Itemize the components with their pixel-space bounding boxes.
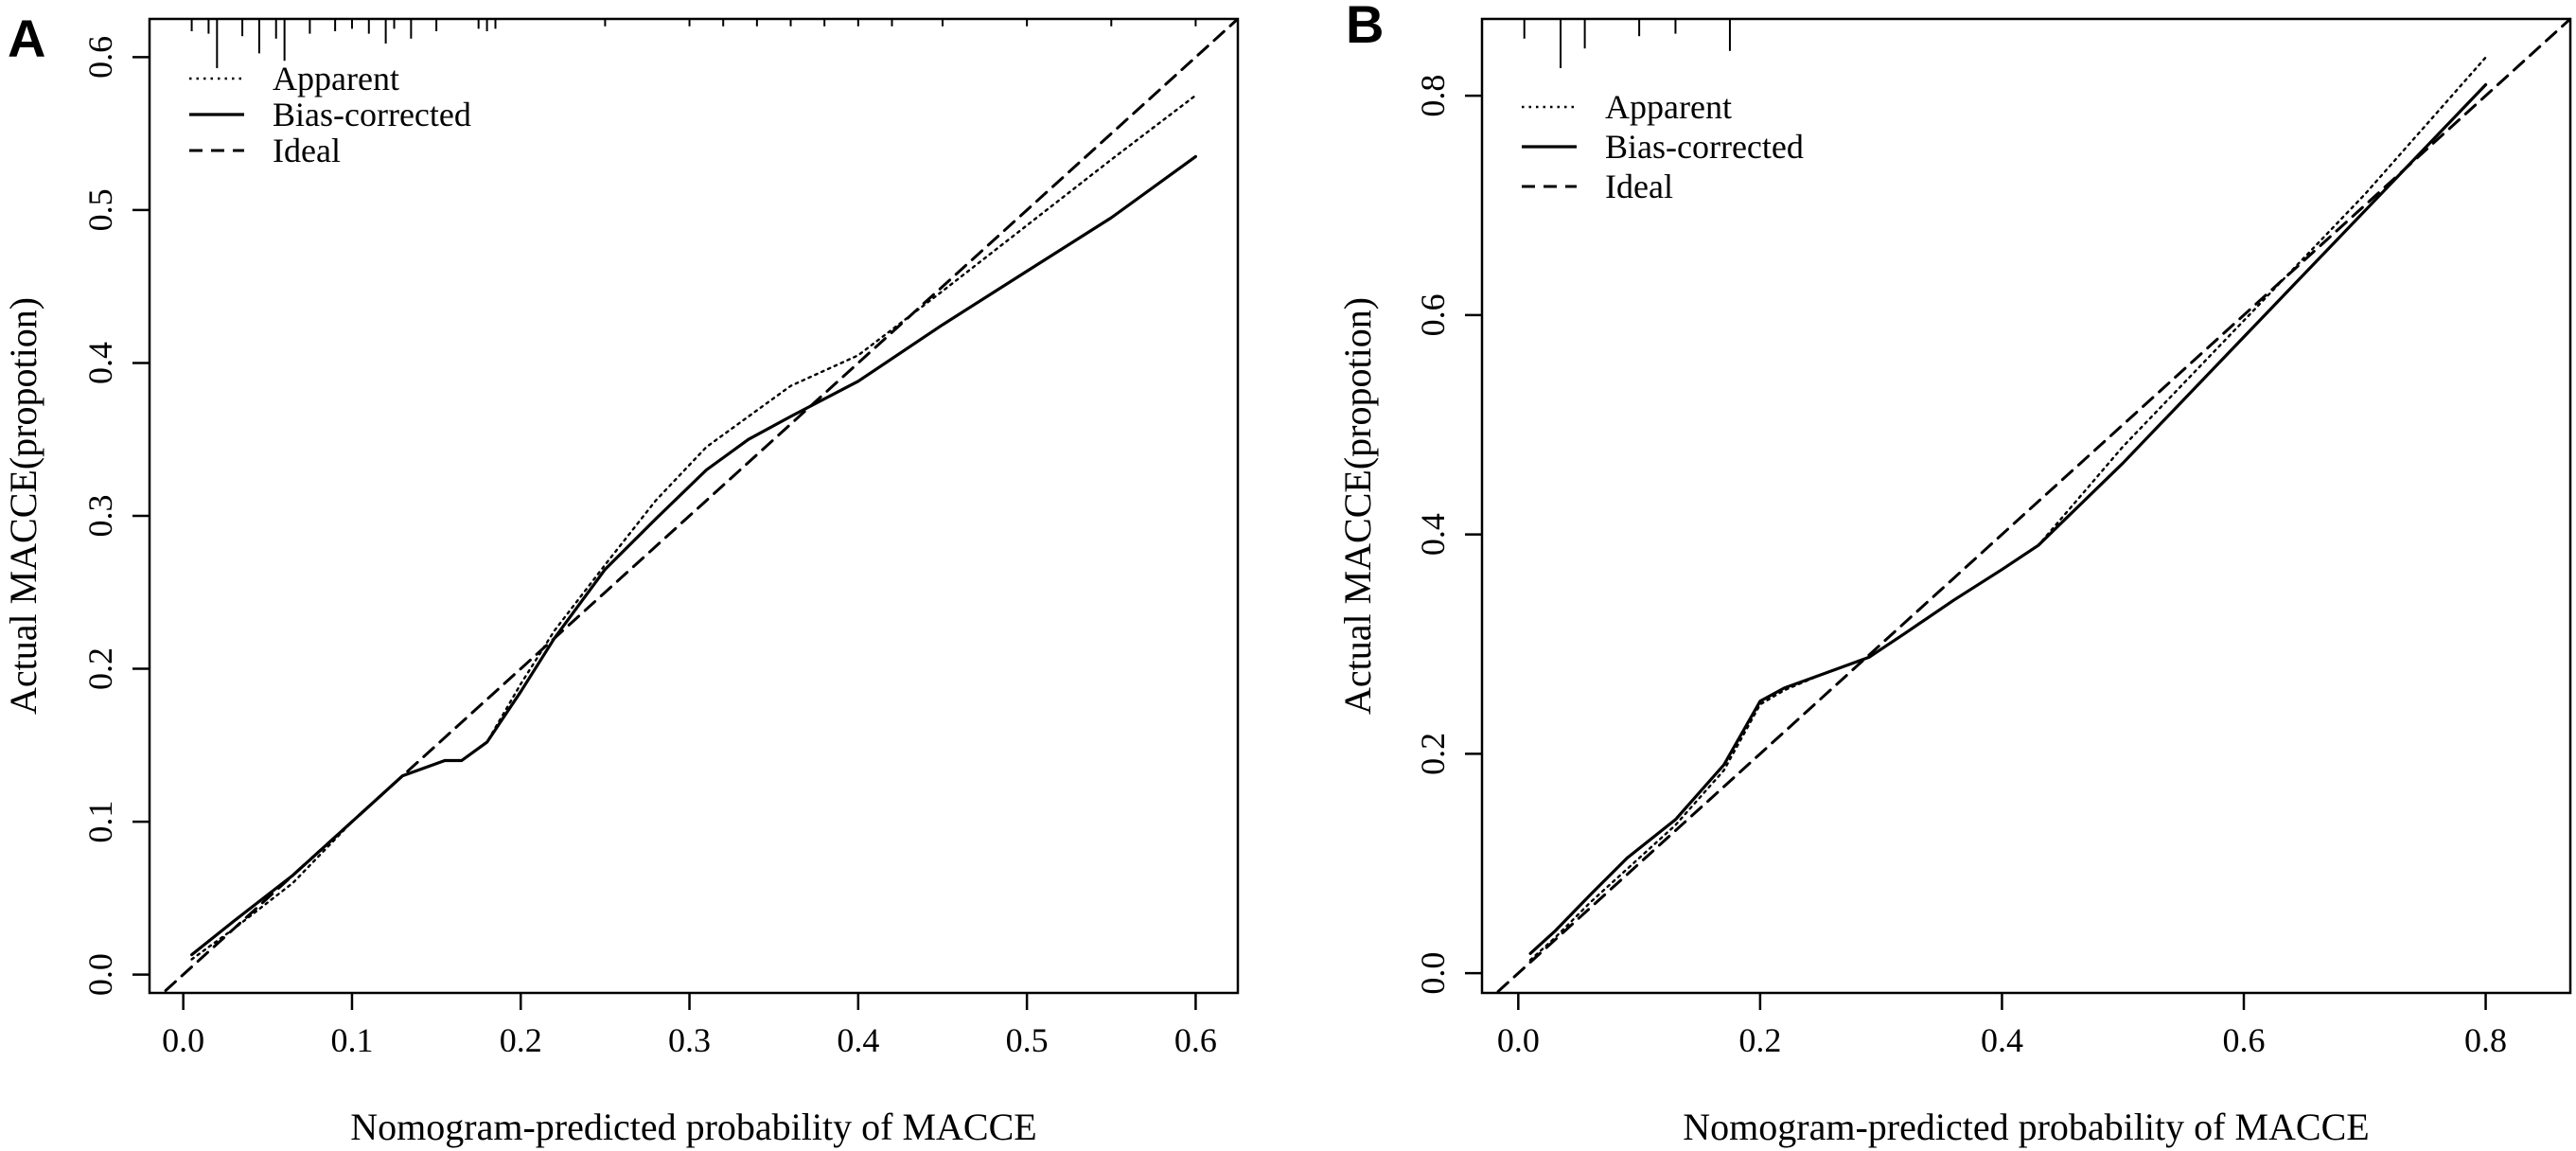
y-axis-title: Actual MACCE(propotion)	[1336, 297, 1379, 715]
x-tick-label: 0.2	[1738, 1021, 1781, 1059]
x-tick-label: 0.8	[2464, 1021, 2507, 1059]
x-tick-label: 0.4	[837, 1021, 879, 1059]
y-tick-label: 0.3	[81, 495, 119, 538]
x-tick-label: 0.4	[1981, 1021, 2023, 1059]
calibration-panel-b: B 0.0 0.2 0.4 0.6 0.8 0.0 0.2 0.4 0.6 0.8 Nomogram-…	[1336, 0, 2572, 1148]
x-tick-label: 0.3	[668, 1021, 711, 1059]
plot-frame	[1480, 17, 2572, 995]
series-line-ideal	[1494, 19, 2570, 993]
x-tick-label: 0.0	[162, 1021, 204, 1059]
x-tick-label: 0.0	[1497, 1021, 1540, 1059]
y-tick-label: 0.1	[81, 801, 119, 843]
x-tick-label: 0.6	[1174, 1021, 1217, 1059]
x-tick-label: 0.6	[2223, 1021, 2266, 1059]
y-tick-label: 0.6	[81, 36, 119, 79]
y-tick-label: 0.4	[81, 342, 119, 384]
legend-label: Apparent	[273, 60, 399, 97]
y-tick-label: 0.2	[1414, 733, 1452, 775]
series-lines	[1494, 19, 2570, 993]
plot-frame	[148, 17, 1240, 995]
y-tick-label: 0.5	[81, 188, 119, 231]
series-line-ideal	[161, 19, 1238, 993]
legend-label: Bias-corrected	[273, 96, 471, 133]
y-axis-title: Actual MACCE(propotion)	[2, 297, 44, 715]
series-line-apparent	[1528, 56, 2487, 962]
legend-label: Apparent	[1605, 88, 1732, 126]
calibration-panel-a: A 0.0 0.1 0.2 0.3 0.4 0.5 0.6 0.0 0.1 0.2 0.3 0.4 0.5…	[2, 9, 1240, 1148]
legend-label: Ideal	[1605, 168, 1673, 205]
panel-letter: A	[8, 9, 45, 68]
y-tick-label: 0.8	[1414, 75, 1452, 117]
x-tick-label: 0.2	[500, 1021, 542, 1059]
legend-label: Ideal	[273, 132, 341, 169]
legend-label: Bias-corrected	[1605, 128, 1804, 166]
x-axis-title: Nomogram-predicted probability of MACCE	[1683, 1106, 2369, 1148]
x-tick-label: 0.5	[1006, 1021, 1049, 1059]
y-tick-label: 0.6	[1414, 293, 1452, 336]
series-line-bias-corrected	[190, 154, 1198, 957]
panel-letter: B	[1346, 0, 1384, 54]
y-tick-label: 0.4	[1414, 513, 1452, 556]
x-axis-title: Nomogram-predicted probability of MACCE	[350, 1106, 1036, 1148]
y-tick-label: 0.0	[1414, 952, 1452, 995]
y-tick-label: 0.2	[81, 647, 119, 690]
series-lines	[161, 19, 1238, 993]
y-tick-label: 0.0	[81, 953, 119, 996]
series-line-bias-corrected	[1528, 82, 2488, 955]
x-tick-label: 0.1	[330, 1021, 373, 1059]
